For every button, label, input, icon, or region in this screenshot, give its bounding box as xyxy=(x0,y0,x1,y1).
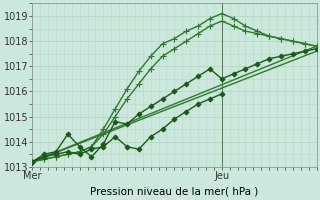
X-axis label: Pression niveau de la mer( hPa ): Pression niveau de la mer( hPa ) xyxy=(90,187,259,197)
